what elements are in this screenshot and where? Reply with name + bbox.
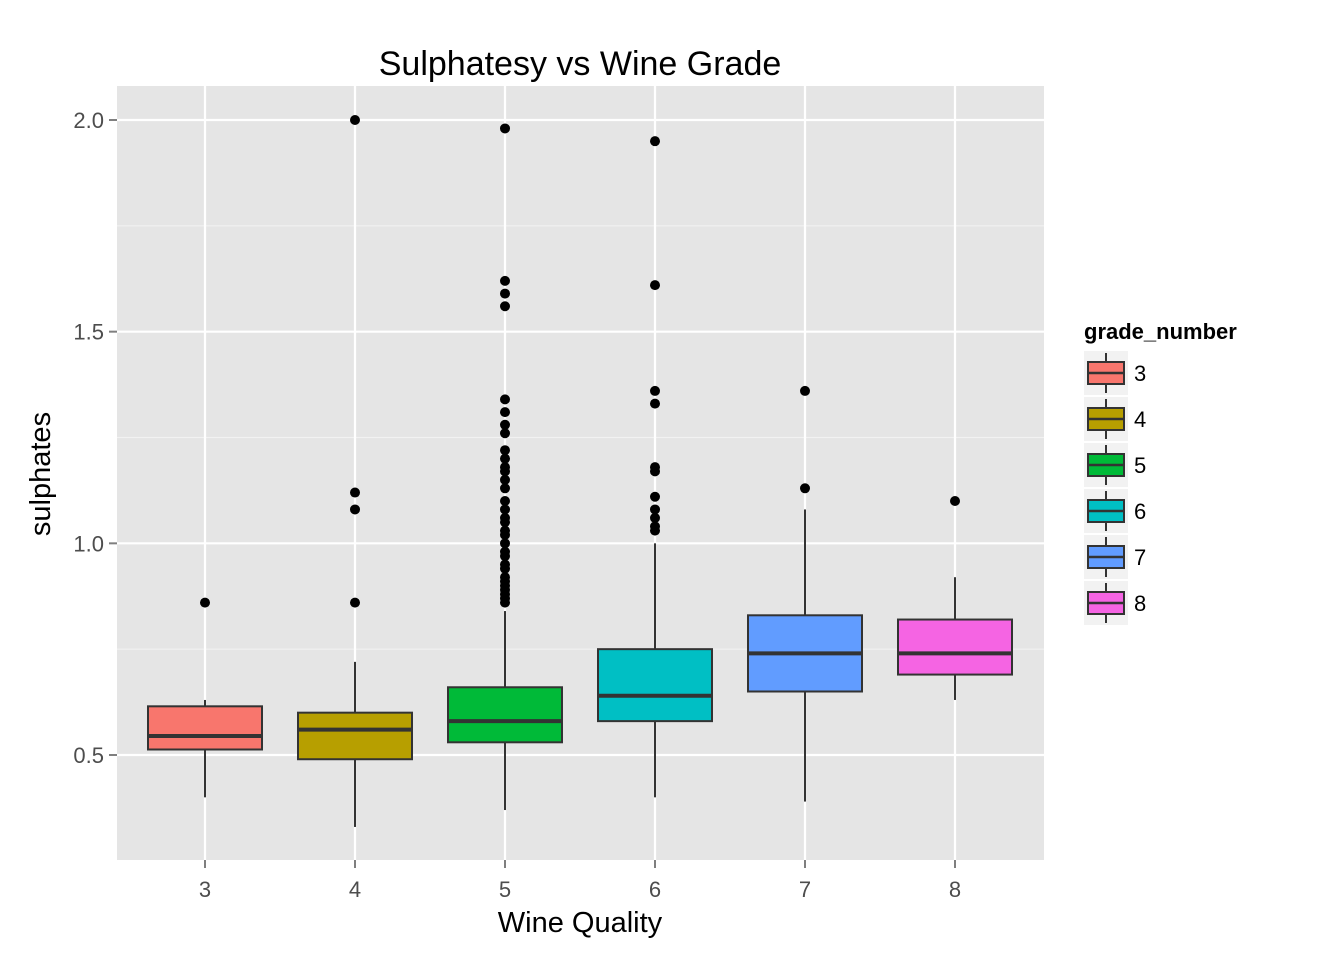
outlier-point — [500, 123, 510, 134]
outlier-point — [500, 474, 510, 485]
outlier-point — [500, 462, 510, 473]
outlier-point — [350, 597, 360, 608]
outlier-point — [650, 491, 660, 502]
outlier-point — [500, 546, 510, 557]
outlier-point — [650, 136, 660, 147]
legend: grade_number 3 4 5 6 7 8 — [1084, 319, 1237, 625]
outlier-point — [650, 385, 660, 396]
outlier-point — [350, 487, 360, 498]
outlier-point — [500, 428, 510, 439]
x-axis: 3 4 5 6 7 8 — [199, 860, 961, 902]
x-tick-label: 4 — [349, 877, 361, 902]
outlier-point — [500, 445, 510, 456]
x-tick-label: 5 — [499, 877, 511, 902]
box-group-4 — [297, 115, 413, 827]
box-group-7 — [747, 385, 863, 802]
outlier-point — [500, 407, 510, 418]
box-group-3 — [147, 597, 263, 798]
y-tick-label: 1.5 — [73, 320, 104, 345]
outlier-point — [500, 538, 510, 549]
outlier-point — [800, 385, 810, 396]
box-group-5 — [447, 123, 563, 811]
box-group-6 — [597, 136, 713, 798]
y-axis: 0.5 1.0 1.5 2.0 — [73, 108, 117, 768]
outlier-point — [500, 301, 510, 312]
outlier-point — [650, 280, 660, 291]
outlier-point — [650, 398, 660, 409]
legend-label: 5 — [1134, 453, 1146, 478]
box-iqr — [897, 618, 1013, 676]
legend-label: 8 — [1134, 591, 1146, 616]
box-iqr — [447, 686, 563, 744]
box-layer — [147, 115, 1013, 827]
outlier-point — [650, 504, 660, 515]
outlier-point — [350, 504, 360, 515]
y-tick-label: 0.5 — [73, 743, 104, 768]
y-axis-title: sulphates — [25, 412, 57, 536]
box-iqr — [297, 711, 413, 761]
chart-title: Sulphatesy vs Wine Grade — [379, 45, 782, 83]
legend-title: grade_number — [1084, 319, 1237, 344]
outlier-point — [500, 496, 510, 506]
box-group-8 — [897, 496, 1013, 700]
outlier-point — [500, 288, 510, 299]
box-iqr — [597, 648, 713, 723]
outlier-point — [950, 496, 960, 506]
outlier-point — [500, 453, 510, 464]
x-tick-label: 6 — [649, 877, 661, 902]
legend-key-5: 5 — [1084, 443, 1146, 487]
legend-keys: 3 4 5 6 7 8 — [1084, 351, 1146, 625]
legend-label: 7 — [1134, 545, 1146, 570]
legend-key-3: 3 — [1084, 351, 1146, 395]
outlier-point — [500, 512, 510, 523]
outlier-point — [500, 419, 510, 430]
legend-label: 3 — [1134, 361, 1146, 386]
x-tick-label: 3 — [199, 877, 211, 902]
outlier-point — [500, 559, 510, 570]
x-tick-label: 8 — [949, 877, 961, 902]
outlier-point — [500, 525, 510, 536]
outlier-point — [500, 504, 510, 515]
y-tick-label: 1.0 — [73, 531, 104, 556]
outlier-point — [650, 512, 660, 523]
legend-key-7: 7 — [1084, 535, 1146, 579]
x-axis-title: Wine Quality — [498, 907, 663, 939]
outlier-point — [500, 572, 510, 583]
outlier-point — [650, 462, 660, 473]
outlier-point — [500, 275, 510, 286]
x-tick-label: 7 — [799, 877, 811, 902]
outlier-point — [500, 483, 510, 494]
panel-background — [117, 86, 1044, 860]
y-tick-label: 2.0 — [73, 108, 104, 133]
box-iqr — [147, 705, 263, 751]
outlier-point — [350, 115, 360, 125]
legend-key-4: 4 — [1084, 397, 1146, 441]
legend-label: 4 — [1134, 407, 1146, 432]
outlier-point — [200, 597, 210, 608]
outlier-point — [800, 483, 810, 494]
legend-label: 6 — [1134, 499, 1146, 524]
outlier-point — [650, 521, 660, 532]
legend-key-6: 6 — [1084, 489, 1146, 533]
legend-key-8: 8 — [1084, 581, 1146, 625]
outlier-point — [500, 394, 510, 405]
plot-panel — [117, 86, 1044, 860]
